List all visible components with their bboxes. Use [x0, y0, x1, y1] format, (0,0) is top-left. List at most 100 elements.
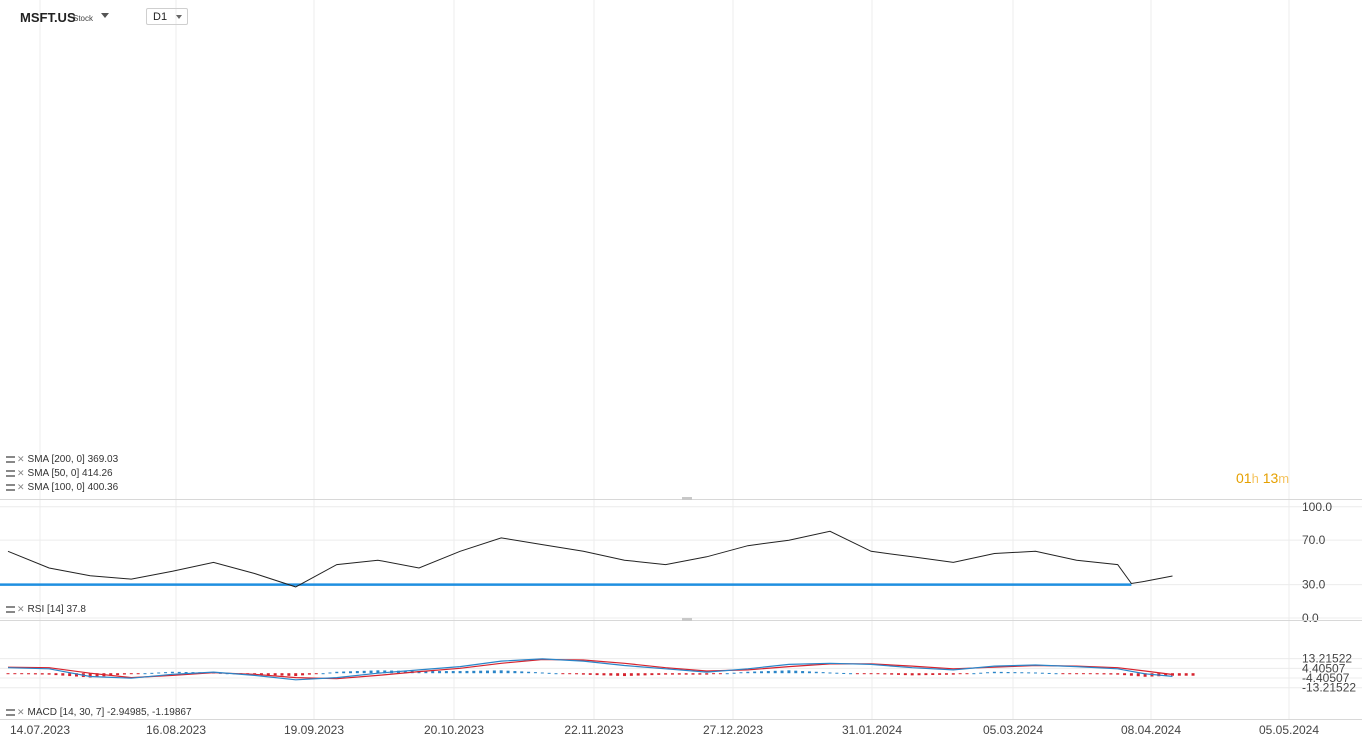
macd-histogram-bar: [116, 673, 120, 676]
pane-resize-handle: [682, 497, 692, 500]
timeframe-select[interactable]: D1: [146, 8, 188, 25]
countdown-hours: 01: [1236, 470, 1252, 486]
sma200-legend[interactable]: ✕ SMA [200, 0] 369.03: [6, 454, 118, 465]
macd-histogram-bar: [862, 673, 866, 675]
macd-histogram-bar: [259, 673, 263, 675]
date-tick-label: 05.05.2024: [1259, 723, 1319, 737]
symbol-label[interactable]: MSFT.US: [20, 10, 76, 25]
date-tick-label: 31.01.2024: [842, 723, 902, 737]
macd-histogram-bar: [547, 672, 551, 674]
macd-histogram-bar: [335, 671, 339, 674]
macd-text: MACD [14, 30, 7] -2.94985, -1.19867: [27, 707, 192, 718]
macd-histogram-bar: [403, 670, 407, 674]
sma50-text: SMA [50, 0] 414.26: [27, 468, 113, 479]
macd-histogram-bar: [129, 673, 133, 675]
macd-signal-line: [7, 658, 1173, 680]
macd-histogram-bar: [33, 673, 37, 675]
macd-histogram-bar: [609, 673, 613, 676]
sma100-legend[interactable]: ✕ SMA [100, 0] 400.36: [6, 482, 118, 493]
macd-histogram-bar: [342, 671, 346, 674]
macd-histogram-bar: [650, 673, 654, 676]
macd-histogram-bar: [177, 671, 181, 674]
macd-histogram-bar: [27, 673, 31, 675]
macd-histogram-bar: [992, 671, 996, 674]
macd-histogram-bar: [61, 673, 65, 676]
macd-legend[interactable]: ✕ MACD [14, 30, 7] -2.94985, -1.19867: [6, 707, 192, 718]
macd-histogram-bar: [698, 673, 702, 675]
macd-histogram-bar: [451, 671, 455, 674]
macd-histogram-bar: [780, 670, 784, 674]
macd-histogram-bar: [664, 673, 668, 675]
sma200-text: SMA [200, 0] 369.03: [27, 454, 119, 465]
macd-tick-label: -13.21522: [1302, 681, 1356, 695]
macd-histogram-bar: [47, 673, 51, 675]
macd-histogram-bar: [1136, 673, 1140, 677]
macd-histogram-bar: [842, 672, 846, 674]
macd-histogram-bar: [944, 673, 948, 675]
rsi-tick-label: 100.0: [1302, 500, 1332, 514]
macd-histogram-bar: [1020, 672, 1024, 674]
macd-histogram-bar: [314, 673, 318, 675]
macd-histogram-bar: [1102, 673, 1106, 675]
macd-histogram-bar: [1123, 673, 1127, 676]
macd-histogram-bar: [424, 671, 428, 674]
macd-histogram-bar: [828, 672, 832, 674]
macd-histogram-bar: [814, 671, 818, 674]
macd-histogram-bar: [164, 672, 168, 674]
macd-histogram-bar: [1054, 673, 1058, 675]
macd-histogram-bar: [1177, 673, 1181, 676]
macd-histogram-bar: [1116, 673, 1120, 675]
macd-histogram-bar: [533, 672, 537, 674]
macd-histogram-bar: [794, 670, 798, 674]
macd-histogram-bar: [1191, 673, 1195, 676]
date-axis[interactable]: 14.07.2023 16.08.2023 19.09.2023 20.10.2023…: [10, 723, 1319, 737]
macd-histogram-bar: [1164, 673, 1168, 676]
instrument-type: Stock: [73, 14, 94, 23]
macd-histogram-bar: [931, 673, 935, 675]
sma50-legend[interactable]: ✕ SMA [50, 0] 414.26: [6, 468, 113, 479]
macd-histogram-bar: [136, 673, 140, 675]
macd-tick-label: 4.40507: [1302, 661, 1346, 675]
macd-histogram-bar: [170, 671, 174, 674]
macd-histogram-bar: [109, 673, 113, 676]
macd-histogram-bar: [1061, 673, 1065, 675]
settings-icon[interactable]: [6, 483, 15, 491]
macd-histogram-bar: [301, 673, 305, 676]
macd-layer: [6, 658, 1195, 681]
rsi-legend[interactable]: ✕ RSI [14] 37.8: [6, 604, 86, 615]
macd-histogram-bar: [520, 671, 524, 674]
macd-histogram-bar: [725, 673, 729, 675]
macd-histogram-bar: [760, 671, 763, 674]
macd-histogram-bar: [1047, 672, 1051, 674]
macd-histogram-bar: [643, 673, 647, 676]
macd-histogram-bar: [280, 673, 284, 676]
macd-histogram-bar: [972, 673, 976, 675]
macd-histogram-bar: [1013, 672, 1017, 674]
macd-histogram-bar: [68, 673, 72, 677]
settings-icon[interactable]: [6, 469, 15, 477]
macd-histogram-bar: [527, 671, 531, 674]
macd-histogram-bar: [575, 673, 579, 675]
symbol-dropdown-icon[interactable]: [101, 13, 109, 18]
macd-histogram-bar: [362, 670, 366, 674]
macd-histogram-bar: [629, 673, 633, 676]
macd-histogram-bar: [835, 672, 839, 674]
settings-icon[interactable]: [6, 455, 15, 463]
close-icon[interactable]: ✕: [17, 454, 25, 464]
close-icon[interactable]: ✕: [17, 468, 25, 478]
close-icon[interactable]: ✕: [17, 707, 25, 717]
settings-icon[interactable]: [6, 605, 15, 613]
timeframe-value: D1: [153, 11, 168, 23]
date-tick-label: 22.11.2023: [564, 723, 623, 737]
macd-histogram-bar: [273, 673, 277, 676]
price-axis[interactable]: 421.21408.48395.76383.04370.32357.59344.…: [1302, 0, 1356, 695]
macd-histogram-bar: [684, 673, 688, 675]
macd-histogram-bar: [883, 673, 887, 675]
macd-histogram-bar: [479, 670, 483, 674]
close-icon[interactable]: ✕: [17, 482, 25, 492]
settings-icon[interactable]: [6, 708, 15, 716]
sma100-text: SMA [100, 0] 400.36: [27, 482, 119, 493]
macd-histogram-bar: [1095, 673, 1099, 675]
close-icon[interactable]: ✕: [17, 604, 25, 614]
